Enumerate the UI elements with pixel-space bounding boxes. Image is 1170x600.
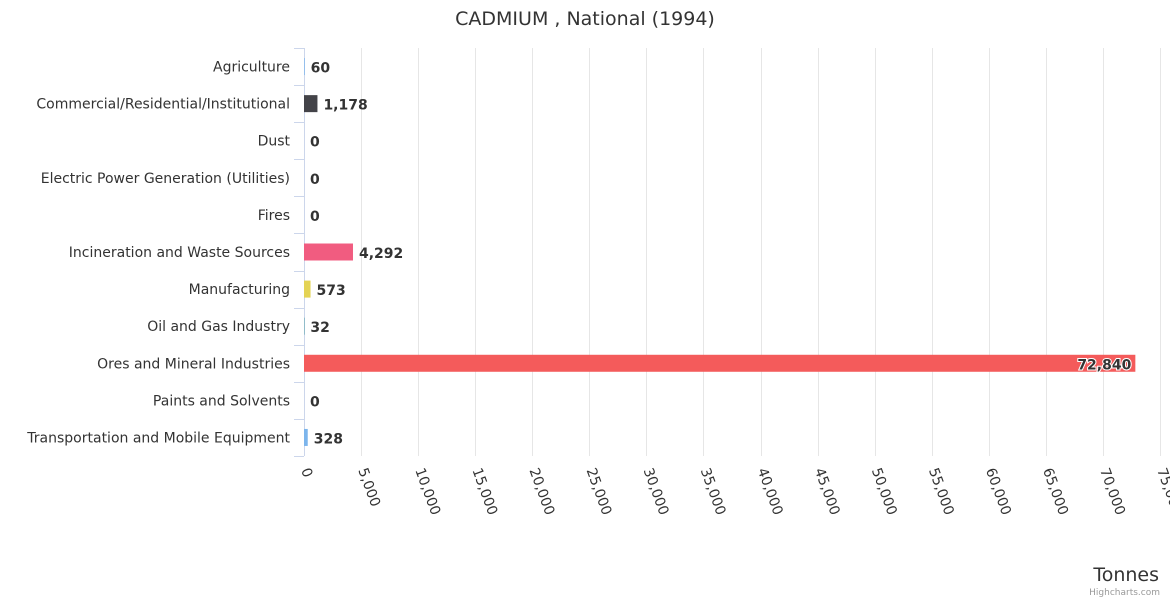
category-label: Commercial/Residential/Institutional	[36, 97, 290, 113]
chart-title: CADMIUM , National (1994)	[455, 8, 715, 30]
tick-label: 65,000	[1039, 466, 1071, 518]
tick-label: 35,000	[697, 466, 729, 518]
data-label: 0	[310, 135, 320, 151]
tick-label: 40,000	[754, 466, 786, 518]
category-label: Incineration and Waste Sources	[69, 245, 290, 261]
tick-label: 70,000	[1096, 466, 1128, 518]
value-axis-title: Tonnes	[1092, 564, 1159, 586]
data-label: 72,840	[1077, 357, 1131, 373]
data-label: 1,178	[323, 98, 367, 114]
value-axis-ticks: 0 5,000 10,000 15,000 20,000 25,000 30,000 35,0…	[297, 466, 1170, 518]
tick-label: 15,000	[468, 466, 500, 518]
tick-label: 25,000	[583, 466, 615, 518]
tick-label: 20,000	[526, 466, 558, 518]
tick-label: 75,000	[1153, 466, 1170, 518]
tick-label: 0	[297, 466, 315, 480]
tick-label: 60,000	[982, 466, 1014, 518]
bar[interactable]	[304, 58, 305, 76]
data-label: 4,292	[359, 246, 403, 262]
data-label: 328	[314, 431, 343, 447]
category-label: Oil and Gas Industry	[147, 319, 290, 335]
bars	[304, 58, 1136, 446]
tick-label: 45,000	[811, 466, 843, 518]
bar[interactable]	[304, 95, 318, 113]
tick-label: 50,000	[868, 466, 900, 518]
credits-link[interactable]: Highcharts.com	[1089, 588, 1160, 598]
category-label: Paints and Solvents	[153, 393, 290, 409]
data-label: 0	[310, 394, 320, 410]
bar[interactable]	[304, 428, 308, 446]
data-label: 573	[317, 283, 346, 299]
data-label: 0	[310, 209, 320, 225]
category-label: Dust	[258, 134, 291, 150]
tick-label: 10,000	[411, 466, 443, 518]
category-label: Agriculture	[213, 60, 290, 76]
tick-label: 55,000	[925, 466, 957, 518]
bar[interactable]	[304, 354, 1136, 372]
category-label: Ores and Mineral Industries	[97, 356, 290, 372]
grid-lines	[294, 48, 1161, 457]
data-label: 32	[310, 320, 329, 336]
data-label: 0	[310, 172, 320, 188]
bar[interactable]	[304, 243, 353, 261]
category-label: Fires	[258, 208, 290, 224]
bar[interactable]	[304, 280, 311, 298]
category-labels: Agriculture Commercial/Residential/Instit…	[26, 60, 290, 447]
data-labels: 60 1,178 0 0 0 4,292 573 32 72,840 0 328	[310, 61, 1133, 448]
category-label: Manufacturing	[189, 282, 290, 298]
data-label: 60	[311, 61, 331, 77]
category-label: Electric Power Generation (Utilities)	[41, 171, 290, 187]
category-label: Transportation and Mobile Equipment	[26, 430, 290, 446]
tick-label: 30,000	[640, 466, 672, 518]
tick-label: 5,000	[354, 466, 383, 509]
